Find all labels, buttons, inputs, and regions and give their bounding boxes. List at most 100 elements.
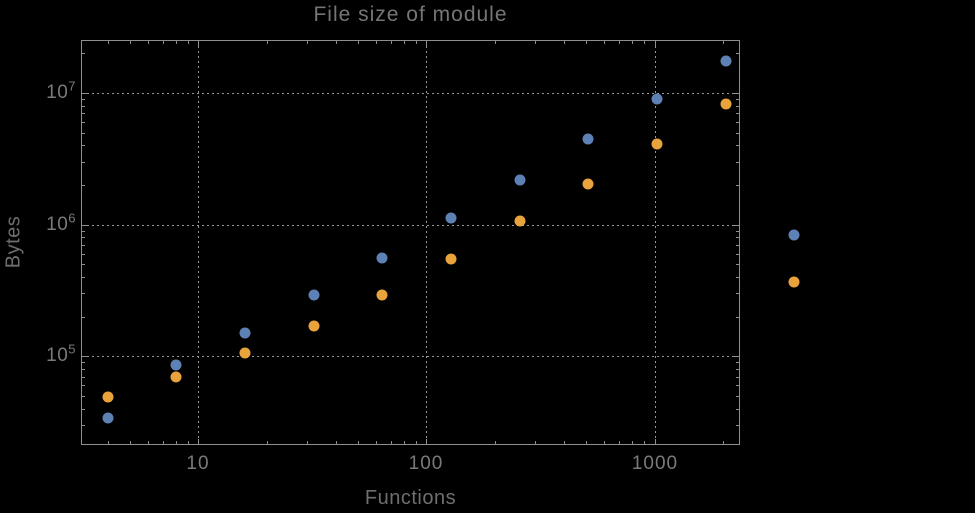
data-point-orange	[308, 320, 320, 332]
x-major-tick	[198, 41, 199, 46]
x-minor-tick	[376, 41, 377, 44]
data-point-blue	[308, 289, 320, 301]
data-point-blue	[582, 133, 594, 145]
y-minor-tick	[82, 277, 85, 278]
y-minor-tick	[736, 53, 739, 54]
y-minor-tick	[82, 264, 85, 265]
y-minor-tick	[82, 385, 85, 386]
y-minor-tick	[82, 122, 85, 123]
y-minor-tick	[736, 237, 739, 238]
y-minor-tick	[736, 133, 739, 134]
y-minor-tick	[82, 369, 85, 370]
y-major-tick	[82, 356, 87, 357]
y-minor-tick	[82, 245, 85, 246]
data-point-blue	[788, 229, 800, 241]
x-minor-tick	[404, 441, 405, 444]
data-point-orange	[170, 371, 182, 383]
data-point-orange	[788, 276, 800, 288]
x-minor-tick	[644, 441, 645, 444]
y-tick-label: 106	[46, 210, 76, 235]
x-minor-tick	[148, 41, 149, 44]
data-point-orange	[102, 391, 114, 403]
x-minor-tick	[632, 441, 633, 444]
y-minor-tick	[82, 409, 85, 410]
data-point-orange	[720, 98, 732, 110]
y-minor-tick	[736, 293, 739, 294]
y-minor-tick	[736, 99, 739, 100]
x-minor-tick	[723, 441, 724, 444]
y-minor-tick	[82, 377, 85, 378]
y-minor-tick	[736, 145, 739, 146]
data-point-blue	[170, 359, 182, 371]
x-minor-tick	[130, 41, 131, 44]
y-minor-tick	[82, 162, 85, 163]
x-gridline	[655, 41, 656, 443]
x-tick-label: 100	[408, 453, 444, 474]
y-minor-tick	[736, 122, 739, 123]
y-minor-tick	[736, 396, 739, 397]
x-minor-tick	[535, 41, 536, 44]
x-minor-tick	[376, 441, 377, 444]
x-minor-tick	[723, 41, 724, 44]
x-minor-tick	[391, 41, 392, 44]
data-point-orange	[445, 253, 457, 265]
x-minor-tick	[586, 441, 587, 444]
x-minor-tick	[604, 441, 605, 444]
y-minor-tick	[736, 231, 739, 232]
y-minor-tick	[736, 425, 739, 426]
x-minor-tick	[163, 441, 164, 444]
x-minor-tick	[644, 41, 645, 44]
x-minor-tick	[564, 41, 565, 44]
x-minor-tick	[188, 441, 189, 444]
x-minor-tick	[495, 441, 496, 444]
x-major-tick	[655, 41, 656, 46]
x-minor-tick	[416, 41, 417, 44]
y-minor-tick	[736, 162, 739, 163]
y-minor-tick	[736, 317, 739, 318]
x-gridline	[426, 41, 427, 443]
data-point-blue	[239, 327, 251, 339]
y-minor-tick	[82, 317, 85, 318]
x-minor-tick	[564, 441, 565, 444]
y-minor-tick	[82, 254, 85, 255]
data-point-orange	[651, 138, 663, 150]
data-point-blue	[720, 55, 732, 67]
y-major-tick	[82, 225, 87, 226]
data-point-blue	[651, 93, 663, 105]
y-minor-tick	[82, 237, 85, 238]
y-minor-tick	[736, 245, 739, 246]
y-major-tick	[734, 93, 739, 94]
x-minor-tick	[391, 441, 392, 444]
x-minor-tick	[358, 41, 359, 44]
x-tick-label: 1000	[631, 453, 679, 474]
y-minor-tick	[82, 106, 85, 107]
y-minor-tick	[736, 277, 739, 278]
data-point-orange	[514, 215, 526, 227]
x-minor-tick	[404, 41, 405, 44]
x-minor-tick	[307, 41, 308, 44]
data-point-blue	[376, 252, 388, 264]
x-minor-tick	[307, 441, 308, 444]
y-minor-tick	[82, 113, 85, 114]
x-minor-tick	[267, 41, 268, 44]
y-minor-tick	[82, 293, 85, 294]
y-minor-tick	[82, 396, 85, 397]
x-major-tick	[426, 41, 427, 46]
y-minor-tick	[736, 377, 739, 378]
data-point-blue	[514, 174, 526, 186]
x-axis-label: Functions	[364, 487, 457, 509]
x-minor-tick	[108, 441, 109, 444]
y-minor-tick	[82, 145, 85, 146]
x-minor-tick	[188, 41, 189, 44]
x-minor-tick	[130, 441, 131, 444]
x-minor-tick	[163, 41, 164, 44]
x-minor-tick	[176, 41, 177, 44]
y-minor-tick	[82, 133, 85, 134]
y-gridline	[82, 356, 738, 357]
data-point-orange	[376, 289, 388, 301]
y-major-tick	[734, 225, 739, 226]
x-minor-tick	[535, 441, 536, 444]
y-minor-tick	[736, 185, 739, 186]
x-tick-label: 10	[186, 453, 210, 474]
